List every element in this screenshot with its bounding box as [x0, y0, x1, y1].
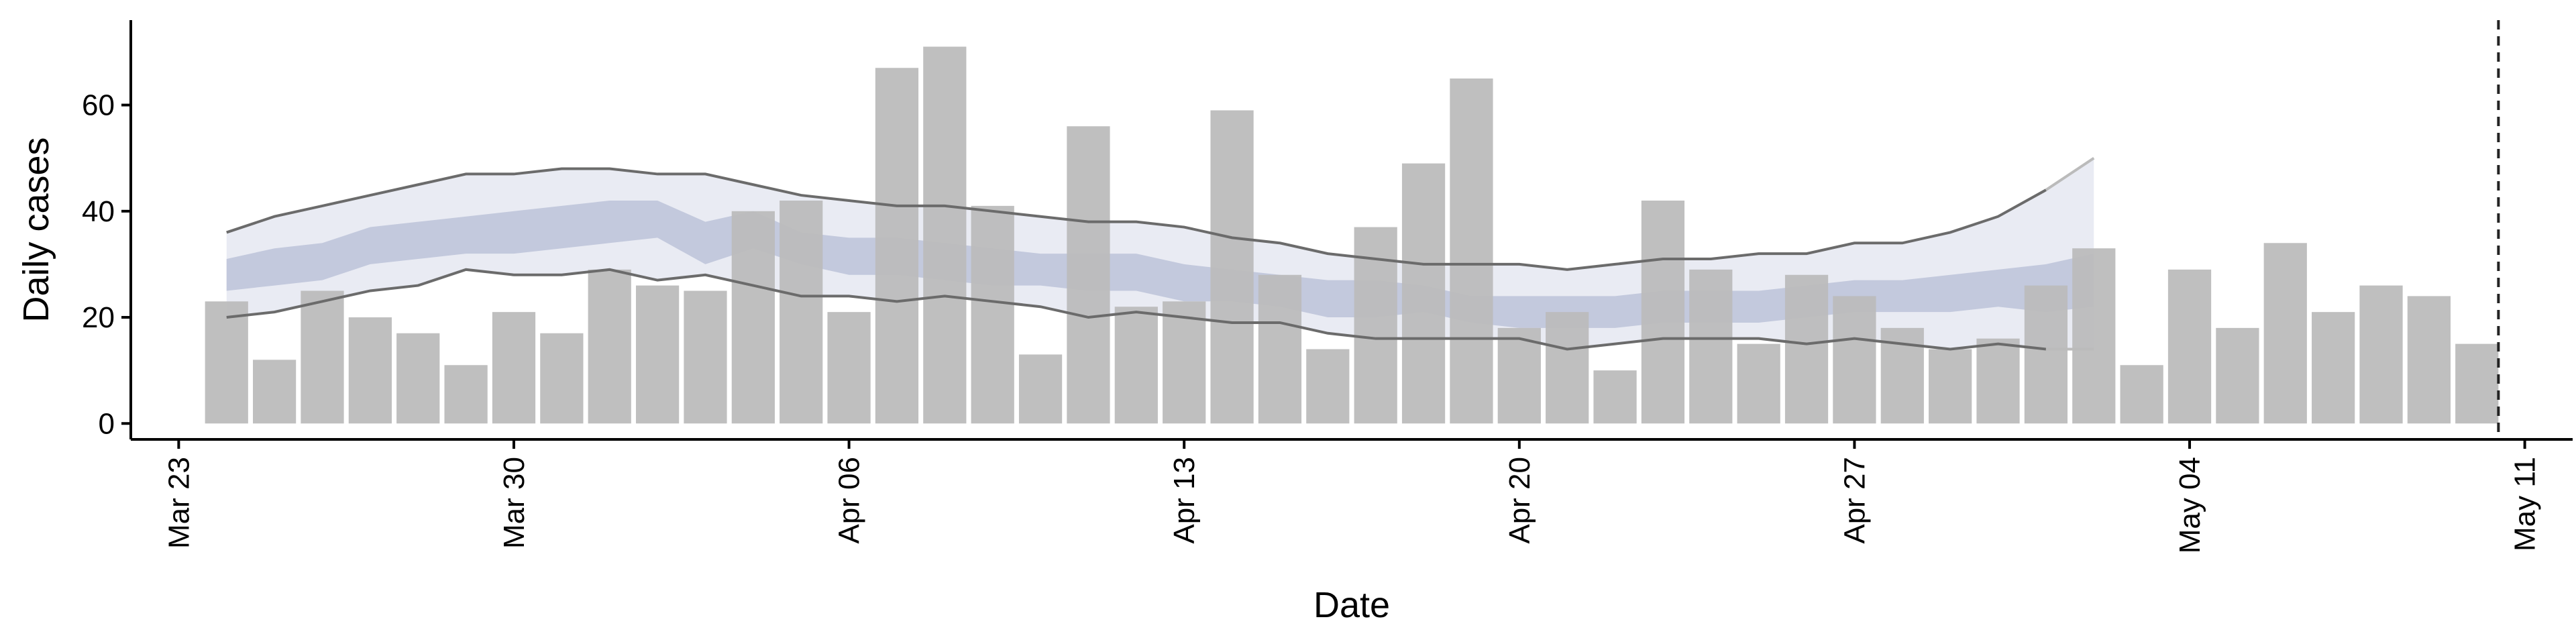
bar-2020-04-30 [1976, 338, 2020, 424]
y-tick-label-0: 0 [99, 407, 115, 440]
bar-2020-04-13 [1163, 301, 1206, 424]
y-tick-label-60: 60 [82, 89, 115, 122]
x-tick-label-2020-03-23: Mar 23 [162, 457, 195, 549]
inner-prediction-band [226, 200, 2094, 328]
bar-2020-04-16 [1306, 349, 1350, 424]
bar-2020-04-01 [588, 269, 631, 424]
bar-2020-05-02 [2072, 248, 2116, 424]
x-tick-label-2020-04-06: Apr 06 [833, 457, 866, 544]
bar-2020-04-14 [1210, 110, 1254, 424]
bar-2020-05-09 [2407, 296, 2451, 424]
x-tick-label-2020-05-04: May 04 [2174, 457, 2206, 553]
bar-2020-04-09 [971, 205, 1014, 424]
bar-2020-05-01 [2024, 285, 2068, 424]
bar-2020-03-30 [492, 312, 536, 424]
bar-2020-03-29 [444, 365, 488, 424]
bar-2020-04-15 [1258, 274, 1302, 424]
bar-2020-04-25 [1737, 343, 1780, 424]
lower-interval-line-observed [226, 268, 2047, 351]
bar-2020-04-29 [1929, 349, 1972, 424]
upper-interval-line-future [2045, 157, 2095, 191]
bar-2020-04-10 [1018, 354, 1063, 424]
bar-2020-03-26 [301, 290, 344, 424]
x-tick-label-2020-03-30: Mar 30 [498, 457, 531, 549]
bar-2020-04-23 [1641, 200, 1685, 424]
bar-2020-03-31 [540, 333, 584, 424]
x-tick-label-2020-05-11: May 11 [2509, 457, 2542, 551]
bar-2020-04-03 [684, 290, 727, 424]
bar-2020-03-25 [253, 360, 297, 424]
y-axis-title: Daily cases [16, 137, 56, 322]
bar-2020-04-05 [780, 200, 823, 424]
y-tick-label-40: 40 [82, 195, 115, 228]
bar-2020-04-04 [731, 211, 775, 424]
daily-cases-bars [205, 46, 2499, 424]
bar-2020-04-24 [1689, 269, 1733, 424]
bar-2020-05-03 [2120, 365, 2163, 424]
bar-2020-04-27 [1833, 296, 1876, 424]
bar-2020-04-12 [1114, 307, 1158, 424]
bar-2020-04-08 [923, 46, 967, 424]
bar-2020-05-05 [2216, 327, 2259, 424]
bar-2020-04-07 [875, 68, 919, 424]
bar-2020-05-06 [2263, 243, 2307, 424]
bar-2020-04-06 [827, 312, 871, 424]
bar-2020-04-22 [1593, 370, 1637, 424]
upper-interval-line-observed [226, 167, 2047, 271]
x-axis-title: Date [1313, 585, 1390, 625]
bar-2020-04-18 [1401, 163, 1446, 424]
y-tick-label-20: 20 [82, 301, 115, 334]
bar-2020-04-02 [635, 285, 680, 424]
bar-2020-04-26 [1784, 274, 1829, 424]
x-tick-label-2020-04-27: Apr 27 [1838, 457, 1871, 544]
bar-2020-04-21 [1546, 312, 1589, 424]
bar-2020-04-11 [1067, 126, 1110, 424]
bar-2020-04-19 [1450, 78, 1493, 424]
x-tick-label-2020-04-20: Apr 20 [1503, 457, 1536, 544]
bar-2020-03-27 [348, 317, 392, 424]
bar-2020-05-10 [2455, 343, 2499, 424]
bar-2020-03-24 [205, 301, 248, 424]
x-tick-label-2020-04-13: Apr 13 [1168, 457, 1201, 544]
bar-2020-05-08 [2359, 285, 2403, 424]
prediction-interval-lines [226, 157, 2095, 351]
bar-2020-04-20 [1497, 327, 1541, 424]
inner-band-area [226, 200, 2094, 328]
bar-2020-05-07 [2312, 312, 2355, 424]
axes: 0 20 40 60 Mar 23 Mar 30 Apr 06 Apr 13 Apr 20 Apr… [82, 20, 2573, 553]
bar-2020-03-28 [396, 333, 440, 424]
bar-2020-05-04 [2167, 269, 2212, 424]
